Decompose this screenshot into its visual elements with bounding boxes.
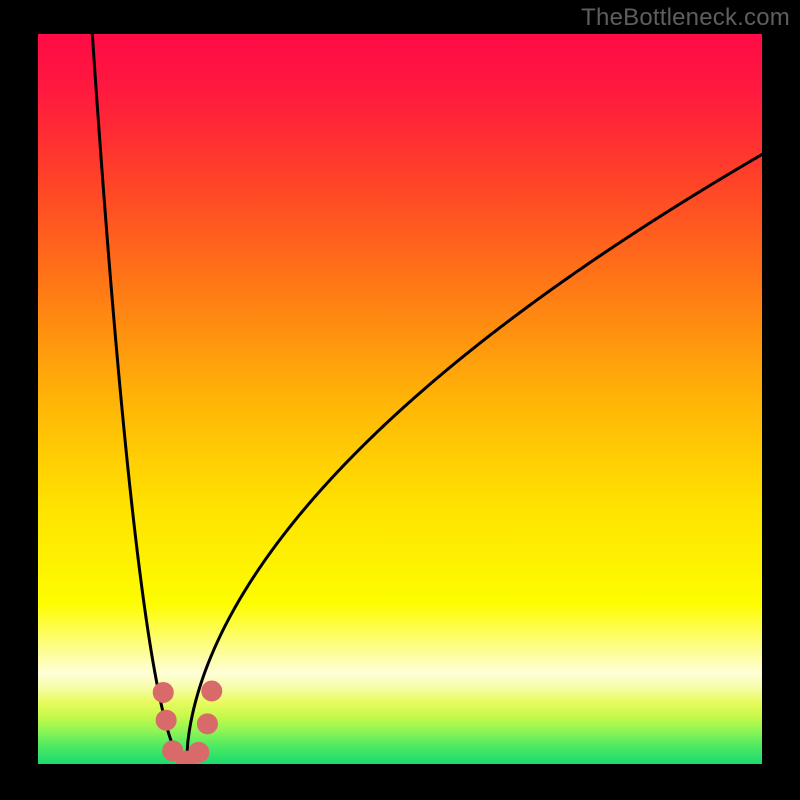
watermark-text: TheBottleneck.com xyxy=(581,4,790,32)
chart-svg xyxy=(38,34,762,764)
marker-dot xyxy=(153,682,173,702)
marker-dot xyxy=(189,742,209,762)
chart-plot-area xyxy=(38,34,762,764)
marker-dot xyxy=(156,710,176,730)
chart-background-gradient xyxy=(38,34,762,764)
marker-dot xyxy=(197,714,217,734)
marker-dot xyxy=(202,681,222,701)
